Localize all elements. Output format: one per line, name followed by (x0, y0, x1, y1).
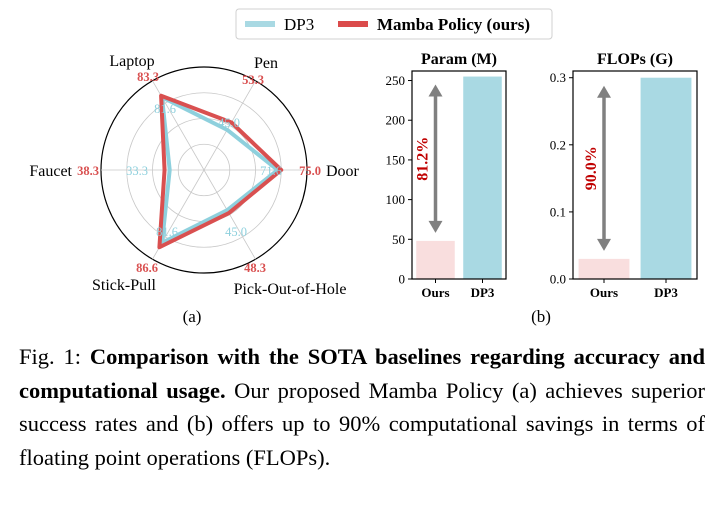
x-tick-label: DP3 (471, 285, 495, 300)
reduction-arrow-head-up (597, 85, 611, 98)
radar-value-label-dp3: 81.6 (156, 225, 178, 239)
radar-axis-label: Door (326, 163, 360, 180)
radar-value-label-mamba: 75.0 (299, 164, 321, 178)
radar-value-label-dp3: 81.6 (154, 102, 176, 116)
radar-axis-label: Stick-Pull (92, 277, 157, 294)
radar-value-label-mamba: 83.3 (137, 70, 159, 84)
caption-bold: Comparison with the SOTA baselines regar… (19, 344, 705, 403)
y-tick-label: 0 (399, 272, 406, 287)
reduction-arrow-head-up (428, 84, 443, 97)
y-tick-label: 100 (386, 192, 406, 207)
radar-value-label-mamba: 48.3 (244, 261, 266, 275)
radar-value-label-dp3: 33.3 (126, 164, 148, 178)
plot-frame (572, 70, 698, 280)
reduction-arrow-head-down (597, 238, 611, 251)
radar-value-label-mamba: 86.6 (136, 261, 158, 275)
radar-panel-label: (a) (183, 307, 202, 326)
figure: DP3 Mamba Policy (ours) Door Pen Laptop Fau… (29, 8, 698, 326)
bar-dp3 (640, 77, 692, 279)
radar-value-label-mamba: 38.3 (77, 164, 99, 178)
radar-series-mamba (157, 93, 284, 250)
reduction-arrow-head-down (428, 220, 443, 233)
bars-panel-label: (b) (531, 307, 551, 326)
reduction-annotation: 81.2% (415, 137, 432, 181)
radar-axis-label: Faucet (29, 163, 72, 180)
radar-axis-label: Pen (254, 55, 278, 72)
radar-axis-label: Laptop (109, 53, 154, 70)
caption-prefix: Fig. 1: (19, 344, 90, 369)
radar-value-label-dp3: 45.0 (225, 225, 247, 239)
plot-frame (411, 70, 507, 280)
radar-value-label-mamba: 53.3 (242, 73, 264, 87)
legend-mamba-label: Mamba Policy (ours) (377, 15, 530, 34)
bar-charts: Param (M) 0 50 100 150 200 250 Ours DP3 81.2% FLOP… (386, 51, 698, 300)
radar-axis-label: Pick-Out-of-Hole (234, 281, 347, 298)
radar-spoke (203, 80, 256, 171)
y-tick-label: 200 (386, 113, 406, 128)
bar-dp3 (463, 76, 502, 279)
y-tick-label: 0.3 (550, 70, 566, 85)
y-tick-label: 0.0 (550, 272, 566, 287)
radar-value-label-dp3: 71.6 (260, 164, 282, 178)
param-chart: Param (M) 0 50 100 150 200 250 Ours DP3 81.2% (386, 51, 507, 300)
radar-chart: Door Pen Laptop Faucet Stick-Pull Pick-Out-of… (29, 53, 359, 298)
y-tick-label: 150 (386, 152, 406, 167)
flops-chart: FLOPs (G) 0.0 0.1 0.2 0.3 Ours DP3 90.0% (550, 51, 698, 300)
y-tick-label: 0.1 (550, 204, 566, 219)
caption-rest: Our proposed Mamba Policy (a) achieves s… (19, 377, 705, 470)
legend-frame (235, 8, 553, 40)
figure-caption: Fig. 1: Comparison with the SOTA baselin… (19, 340, 705, 474)
x-tick-label: Ours (421, 285, 449, 300)
y-tick-label: 250 (386, 73, 406, 88)
y-tick-label: 0.2 (550, 137, 566, 152)
radar-value-label-dp3: 45.0 (218, 116, 240, 130)
x-tick-label: DP3 (654, 285, 678, 300)
chart-title: FLOPs (G) (597, 51, 673, 68)
x-tick-label: Ours (590, 285, 618, 300)
bar-ours (578, 258, 630, 279)
y-tick-label: 50 (392, 232, 405, 247)
chart-title: Param (M) (421, 51, 497, 68)
legend-dp3-label: DP3 (284, 15, 314, 34)
reduction-annotation: 90.0% (583, 146, 600, 190)
bar-ours (416, 240, 455, 279)
radar-series-dp3 (159, 95, 280, 245)
legend: DP3 Mamba Policy (ours) (235, 8, 553, 40)
